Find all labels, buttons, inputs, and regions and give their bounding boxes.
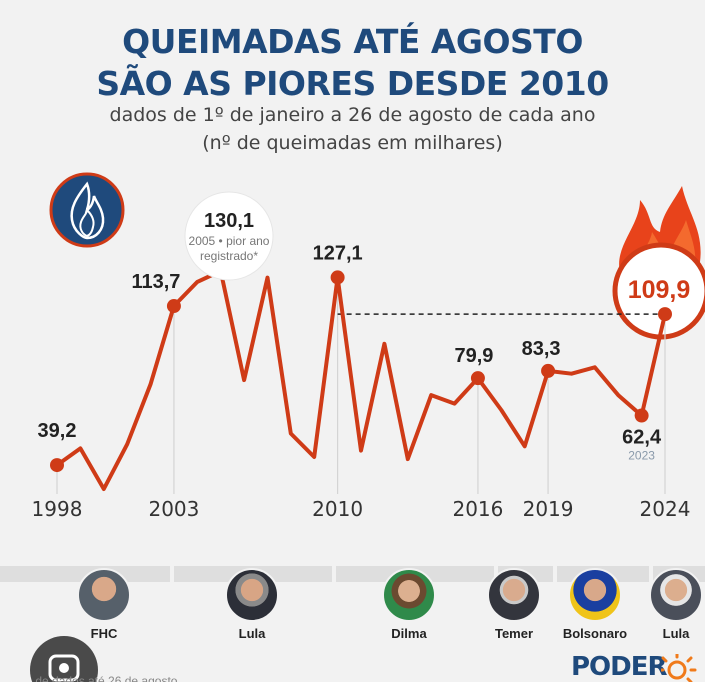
president-name: Bolsonaro — [562, 626, 628, 641]
flame-icon — [49, 172, 125, 248]
poder-sun-icon — [661, 654, 697, 682]
data-point — [541, 363, 556, 378]
president-lula-1: Lula — [212, 568, 292, 641]
president-name: Lula — [662, 626, 690, 641]
x-tick-label: 2010 — [312, 497, 363, 521]
data-label: 109,9 — [628, 276, 691, 304]
avatar — [568, 568, 622, 622]
data-point — [50, 458, 64, 473]
x-tick-label: 2019 — [523, 497, 574, 521]
president-bolsonaro: Bolsonaro — [555, 568, 635, 641]
data-label: 62,4 — [622, 427, 662, 449]
x-tick-label: 2024 — [640, 497, 691, 521]
chart-subtitle-line2: (nº de queimadas em milhares) — [202, 132, 503, 154]
lens-icon[interactable] — [30, 636, 98, 682]
data-point — [330, 270, 345, 285]
data-note: 2005 • pior ano — [189, 234, 270, 248]
x-tick-label: 2016 — [452, 497, 503, 521]
x-tick-label: 2003 — [148, 497, 199, 521]
data-label: 127,1 — [313, 242, 363, 264]
data-label: 39,2 — [38, 420, 77, 442]
chart-subtitle-line1: dados de 1º de janeiro a 26 de agosto de… — [109, 104, 596, 126]
data-note: 2023 — [628, 449, 655, 463]
avatar — [225, 568, 279, 622]
president-temer: Temer — [474, 568, 554, 641]
data-point — [634, 408, 649, 423]
data-label: 113,7 — [131, 271, 180, 293]
data-label: 79,9 — [454, 345, 493, 367]
president-fhc: FHC — [64, 568, 144, 641]
avatar — [77, 568, 131, 622]
avatar — [487, 568, 541, 622]
data-point — [470, 371, 485, 386]
avatar — [382, 568, 436, 622]
chart-title-line2: SÃO AS PIORES DESDE 2010 — [96, 64, 609, 103]
series-line — [55, 269, 667, 491]
data-label: 130,1 — [204, 210, 254, 232]
x-tick-label: 1998 — [32, 497, 83, 521]
president-name: Temer — [494, 626, 534, 641]
president-lula-2: Lula — [636, 568, 705, 641]
president-name: Lula — [238, 626, 266, 641]
line-chart: 1998 2003 2010 2016 2019 2024 39,2 113,7 130,1 20… — [32, 172, 705, 521]
data-label: 83,3 — [522, 338, 561, 360]
data-point — [166, 299, 181, 314]
president-name: Dilma — [391, 626, 427, 641]
president-dilma: Dilma — [369, 568, 449, 641]
chart-title-line1: QUEIMADAS ATÉ AGOSTO — [122, 22, 583, 61]
avatar — [649, 568, 703, 622]
poder-logo: PODER — [571, 652, 668, 682]
peak-bubble — [184, 191, 274, 281]
footer-note: … de dados até 26 de agosto — [20, 674, 178, 682]
president-name: FHC — [90, 626, 118, 641]
data-point — [658, 307, 672, 322]
plot-area: 1998 2003 2010 2016 2019 2024 39,2 113,7 130,1 20… — [32, 191, 691, 521]
data-note: registrado* — [200, 249, 258, 263]
